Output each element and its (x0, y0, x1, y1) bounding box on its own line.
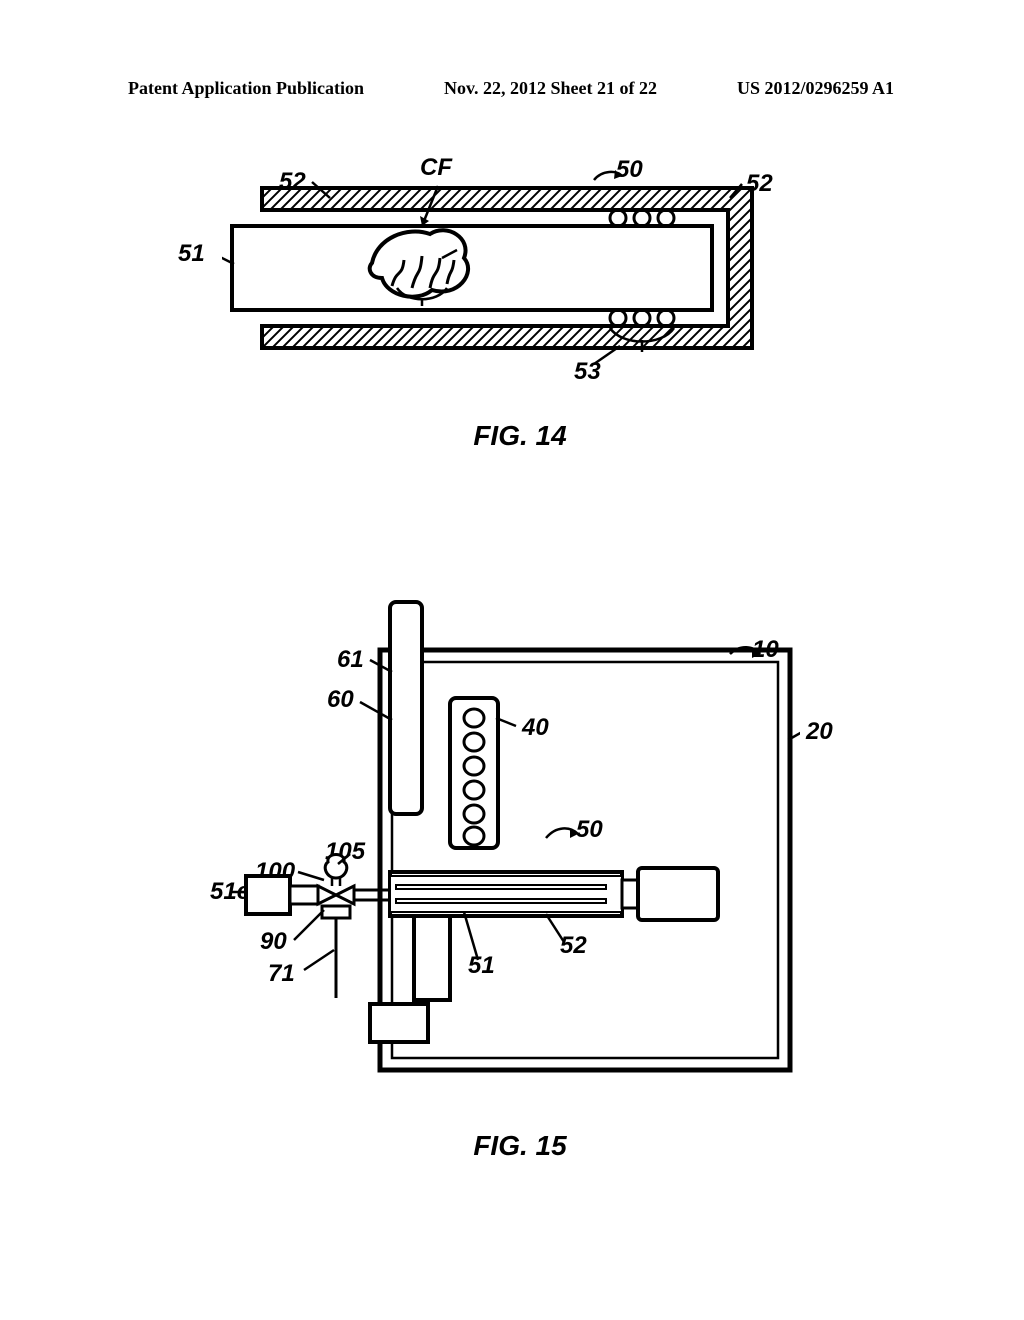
header-left: Patent Application Publication (128, 78, 364, 99)
header-center: Nov. 22, 2012 Sheet 21 of 22 (444, 78, 657, 99)
figure-15: 61 60 40 10 20 50 105 100 51e 90 71 51 5… (160, 570, 880, 1190)
ref-51-left: 51 (178, 240, 205, 268)
header-right: US 2012/0296259 A1 (737, 78, 894, 99)
figure-14: 52 CF 50 52 51 100 51 105 53 (180, 140, 860, 460)
fig14-drawing (222, 168, 782, 378)
page-header: Patent Application Publication Nov. 22, … (0, 78, 1024, 99)
fig15-label: FIG. 15 (160, 1130, 880, 1162)
fig15-drawing (220, 590, 800, 1090)
fig14-label: FIG. 14 (180, 420, 860, 452)
ref-20: 20 (806, 718, 833, 746)
